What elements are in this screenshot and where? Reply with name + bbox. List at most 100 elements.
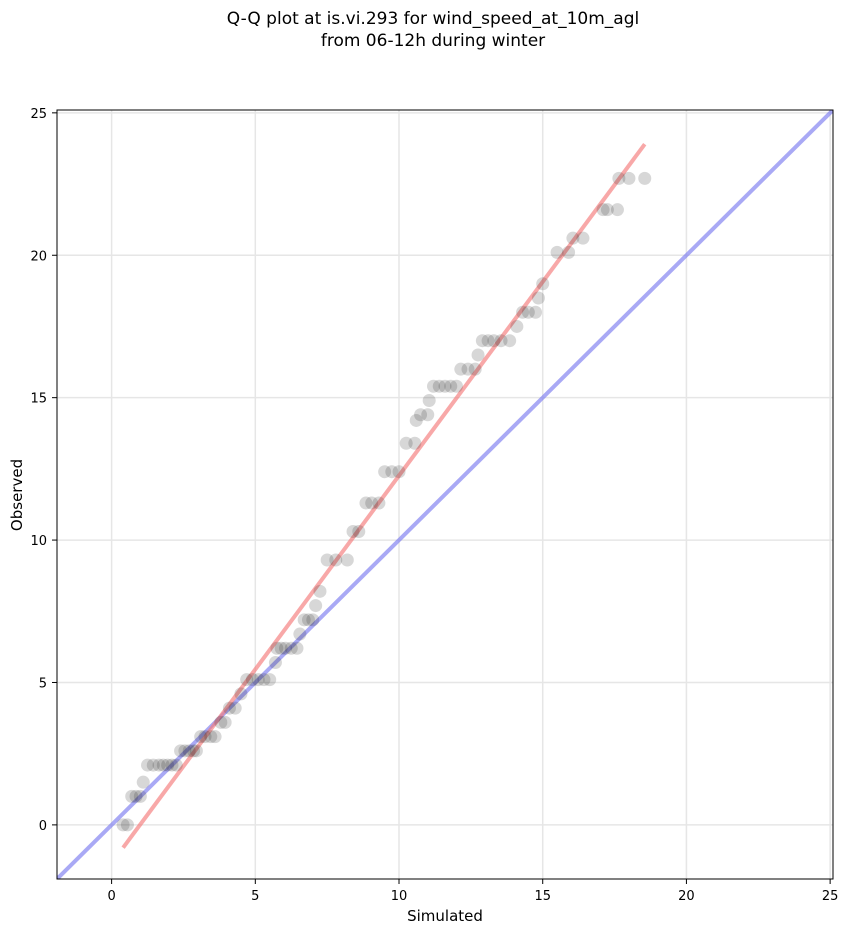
data-point (600, 203, 614, 217)
data-point (204, 730, 218, 744)
y-tick-label: 20 (30, 249, 47, 264)
data-point (422, 394, 436, 408)
identity-line (57, 110, 833, 879)
y-tick-label: 5 (39, 676, 47, 691)
data-point (208, 730, 222, 744)
data-point (329, 553, 343, 567)
data-point (487, 334, 501, 348)
data-point (125, 789, 139, 803)
x-tick-label: 20 (678, 889, 695, 904)
x-tick-label: 25 (822, 889, 839, 904)
data-point (610, 203, 624, 217)
data-point (638, 171, 652, 185)
data-point (359, 496, 373, 510)
data-point (414, 408, 428, 422)
data-point (306, 613, 320, 627)
y-axis-label: Observed (8, 459, 26, 531)
data-point (251, 673, 265, 687)
data-point (352, 525, 366, 539)
x-tick-label: 15 (534, 889, 551, 904)
data-point (274, 641, 288, 655)
data-point (596, 203, 610, 217)
data-point (503, 334, 517, 348)
data-point (141, 758, 155, 772)
data-point (531, 291, 545, 305)
data-point (432, 379, 446, 393)
data-point (516, 305, 530, 319)
data-point (320, 553, 334, 567)
chart-title: Q-Q plot at is.vi.293 for wind_speed_at_… (226, 9, 640, 29)
x-axis-ticks: 0 5 10 15 20 25 (107, 879, 838, 904)
data-point (187, 744, 201, 758)
data-point (427, 379, 441, 393)
y-tick-label: 10 (30, 534, 47, 549)
data-point (454, 362, 468, 376)
data-point (494, 334, 508, 348)
data-point (346, 525, 360, 539)
data-point (278, 641, 292, 655)
data-point (378, 465, 392, 479)
chart-subtitle: from 06-12h during winter (320, 31, 546, 51)
data-point (222, 701, 236, 715)
data-point (475, 334, 489, 348)
x-tick-label: 5 (251, 889, 259, 904)
fit-line (121, 142, 647, 849)
data-point (156, 758, 170, 772)
data-point (178, 744, 192, 758)
data-point (169, 758, 183, 772)
identity-line-segment (57, 110, 833, 879)
data-point (365, 496, 379, 510)
data-point (129, 789, 143, 803)
data-point (536, 277, 550, 291)
data-point (468, 362, 482, 376)
grid-lines (57, 110, 833, 879)
data-point (152, 758, 166, 772)
data-point (444, 379, 458, 393)
data-point (313, 584, 327, 598)
data-point (409, 413, 423, 427)
data-point (392, 465, 406, 479)
data-point (562, 245, 576, 259)
data-point (133, 789, 147, 803)
data-point (240, 673, 254, 687)
data-point (521, 305, 535, 319)
data-point (228, 701, 242, 715)
data-point (550, 245, 564, 259)
data-point (116, 818, 130, 832)
data-point (529, 305, 543, 319)
data-point (268, 656, 282, 670)
data-point (372, 496, 386, 510)
data-point (245, 673, 259, 687)
data-point (399, 436, 413, 450)
x-tick-label: 0 (107, 889, 115, 904)
data-point (622, 171, 636, 185)
data-point (293, 627, 307, 641)
data-point (263, 673, 277, 687)
data-point (510, 319, 524, 333)
y-tick-label: 25 (30, 107, 47, 122)
data-point (194, 730, 208, 744)
data-point (120, 818, 134, 832)
data-points (116, 171, 652, 832)
data-point (182, 744, 196, 758)
plot-frame (56, 109, 834, 880)
y-tick-label: 15 (30, 392, 47, 407)
x-axis-label: Simulated (407, 907, 483, 925)
data-point (290, 641, 304, 655)
data-point (136, 775, 150, 789)
data-point (421, 408, 435, 422)
data-point (408, 436, 422, 450)
data-point (461, 362, 475, 376)
data-point (189, 744, 203, 758)
data-point (301, 613, 315, 627)
data-point (218, 715, 232, 729)
chart-title-block: Q-Q plot at is.vi.293 for wind_speed_at_… (0, 8, 849, 52)
fit-line-segment (121, 142, 647, 849)
data-point (471, 348, 485, 362)
data-point (161, 758, 175, 772)
data-point (165, 758, 179, 772)
data-point (174, 744, 188, 758)
data-point (234, 687, 248, 701)
data-point (270, 641, 284, 655)
x-tick-label: 10 (391, 889, 408, 904)
